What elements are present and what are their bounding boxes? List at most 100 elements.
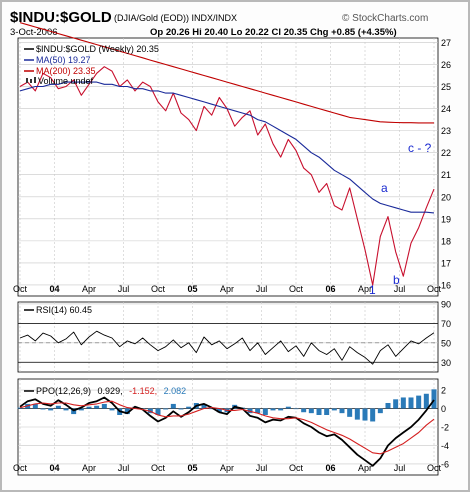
ppo-histogram-bar: [324, 408, 330, 415]
x-tick-label: Apr: [358, 463, 372, 473]
ppo-histogram-bar: [331, 408, 337, 411]
ppo-tick-label: -4: [441, 441, 449, 451]
annotation-1: 1: [369, 283, 376, 297]
x-tick-label: Jul: [394, 284, 406, 294]
legend-ppo-value: 0.929,: [98, 386, 123, 396]
series-line-rsi-14: [19, 330, 435, 365]
price-tick-label: 21: [441, 170, 451, 180]
ppo-histogram-bar: [400, 397, 406, 409]
x-tick-label: Apr: [358, 284, 372, 294]
ppo-histogram-bar: [63, 408, 69, 411]
price-tick-label: 24: [441, 104, 451, 114]
ppo-histogram-bar: [40, 408, 46, 410]
ppo-histogram-bar: [32, 403, 38, 409]
rsi-axis: 30 50 70 90: [441, 299, 451, 367]
x-tick-label: Oct: [151, 463, 166, 473]
wave-annotations: a b 1 c - ?: [369, 141, 432, 297]
ppo-histogram-bar: [347, 408, 353, 417]
ppo-histogram-bar: [78, 408, 84, 411]
quote-line: Op 20.26 Hi 20.40 Lo 20.22 Cl 20.35 Chg …: [150, 27, 397, 38]
price-lines: [19, 22, 435, 286]
copyright-label: © StockCharts.com: [342, 13, 428, 24]
x-tick-label: Jul: [256, 284, 268, 294]
price-tick-label: 25: [441, 82, 451, 92]
legend-price: $INDU:$GOLD (Weekly) 20.35: [36, 44, 159, 54]
ppo-histogram-bar: [178, 408, 184, 410]
ppo-tick-label: 0: [441, 404, 446, 414]
price-tick-label: 19: [441, 214, 451, 224]
ppo-histogram-bar: [201, 403, 207, 409]
series-line-signal: [19, 400, 435, 455]
x-tick-label: 05: [187, 284, 197, 294]
ppo-histogram-bar: [86, 406, 92, 409]
chart-subtitle: (DJIA/Gold (EOD)) INDX/INDX: [114, 13, 237, 23]
ppo-histogram-bar: [55, 405, 61, 409]
legend-rsi: RSI(14) 60.45: [36, 305, 92, 315]
ppo-histogram-bar: [316, 408, 322, 415]
ppo-histogram-bar: [370, 408, 376, 422]
price-tick-label: 22: [441, 148, 451, 158]
ppo-histogram-bar: [48, 408, 54, 411]
price-tick-label: 27: [441, 38, 451, 48]
ppo-histogram-bar: [354, 408, 360, 420]
x-tick-label: 06: [325, 463, 335, 473]
legend-ppo-hist: 2.082: [164, 386, 187, 396]
ppo-axis: 2 0 -2 -4 -6: [441, 386, 449, 470]
ppo-histogram-bar: [270, 408, 276, 411]
ppo-histogram-bar: [186, 406, 192, 409]
x-tick-label: Jul: [118, 463, 130, 473]
rsi-tick-label: 90: [441, 299, 451, 309]
ppo-histogram-bar: [255, 408, 261, 414]
ppo-histogram-bar: [170, 403, 176, 409]
ppo-histogram-bar: [362, 408, 368, 421]
legend-ppo-signal: -1.152,: [129, 386, 157, 396]
ppo-histogram-bar: [17, 407, 23, 409]
ppo-histogram-bar: [431, 389, 437, 409]
ppo-histogram-bar: [101, 403, 107, 409]
ppo-histogram-bar: [308, 408, 314, 414]
ppo-tick-label: -2: [441, 423, 449, 433]
price-tick-label: 23: [441, 126, 451, 136]
x-tick-label: Oct: [427, 284, 442, 294]
ppo-tick-label: 2: [441, 386, 446, 396]
rsi-tick-label: 30: [441, 358, 451, 368]
ppo-histogram-bar: [393, 399, 399, 409]
rsi-grid: [18, 302, 438, 372]
ppo-histogram-bar: [124, 408, 130, 415]
legend-ppo-name: PPO(12,26,9): [36, 386, 91, 396]
date-label: 3-Oct-2006: [10, 27, 58, 38]
x-tick-label: Oct: [427, 463, 442, 473]
x-tick-label: Jul: [256, 463, 268, 473]
rsi-tick-label: 50: [441, 338, 451, 348]
annotation-b: b: [393, 273, 400, 287]
ppo-histogram-bar: [209, 408, 215, 410]
annotation-c: c - ?: [408, 141, 432, 155]
x-tick-label: Jul: [118, 284, 130, 294]
price-legend: $INDU:$GOLD (Weekly) 20.35 MA(50) 19.27 …: [24, 44, 159, 86]
ppo-histogram-bar: [163, 408, 169, 410]
ppo-histogram-bar: [423, 393, 429, 409]
x-tick-label: 04: [49, 284, 59, 294]
x-tick-label: Apr: [220, 463, 234, 473]
ppo-tick-label: -6: [441, 459, 449, 469]
ppo-histogram-bar: [155, 408, 161, 415]
ppo-histogram: [17, 389, 437, 422]
rsi-lines: [19, 330, 435, 365]
x-tick-label: Oct: [289, 463, 304, 473]
ppo-histogram-bar: [385, 403, 391, 409]
price-axis: 16 17 18 19 20 21 22 23 24 25 26 27: [441, 38, 451, 291]
ppo-histogram-bar: [377, 408, 383, 414]
x-tick-label: 05: [187, 463, 197, 473]
ppo-histogram-bar: [416, 395, 422, 409]
ppo-histogram-bar: [408, 397, 414, 409]
ppo-histogram-bar: [339, 408, 345, 414]
series-line-ma-50: [19, 81, 435, 214]
rsi-tick-label: 70: [441, 319, 451, 329]
price-x-axis: Oct 04 Apr Jul Oct 05 Apr Jul Oct 06 Apr Jul Oct: [13, 284, 442, 294]
x-tick-label: 06: [325, 284, 335, 294]
price-tick-label: 16: [441, 280, 451, 290]
legend-ma50: MA(50) 19.27: [36, 55, 91, 65]
annotation-a: a: [381, 181, 388, 195]
x-tick-label: Apr: [220, 284, 234, 294]
